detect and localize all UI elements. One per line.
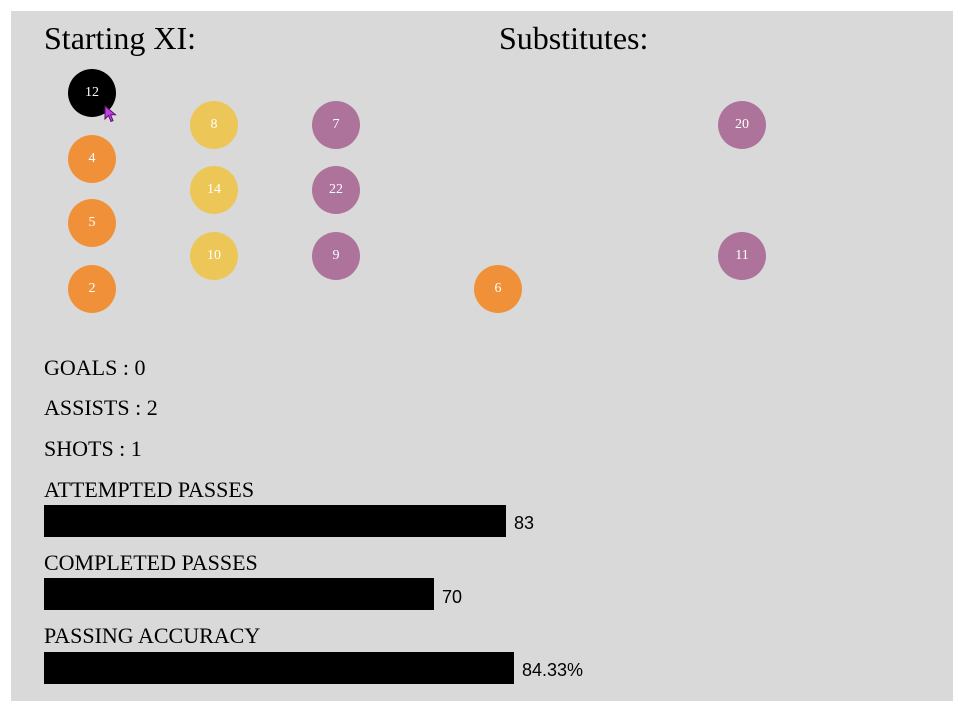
player-token-5[interactable]: 5 bbox=[68, 199, 116, 247]
starting-xi-heading: Starting XI: bbox=[44, 20, 196, 56]
completed-passes-label: COMPLETED PASSES bbox=[44, 550, 258, 575]
attempted-passes-value: 83 bbox=[514, 513, 535, 533]
assists-stat: ASSISTS : 2 bbox=[44, 395, 158, 420]
player-token-4[interactable]: 4 bbox=[68, 135, 116, 183]
passing-accuracy-value: 84.33% bbox=[522, 660, 584, 680]
attempted-passes-label: ATTEMPTED PASSES bbox=[44, 477, 255, 502]
player-token-6[interactable]: 6 bbox=[474, 265, 522, 313]
player-token-9[interactable]: 9 bbox=[312, 232, 360, 280]
passing-accuracy-label: PASSING ACCURACY bbox=[44, 623, 261, 648]
player-token-20[interactable]: 20 bbox=[718, 101, 766, 149]
player-token-7[interactable]: 7 bbox=[312, 101, 360, 149]
player-token-22[interactable]: 22 bbox=[312, 166, 360, 214]
player-token-2[interactable]: 2 bbox=[68, 265, 116, 313]
player-token-11[interactable]: 11 bbox=[718, 232, 766, 280]
completed-passes-bar bbox=[44, 578, 434, 610]
player-token-12[interactable]: 12 bbox=[68, 69, 116, 117]
shots-stat: SHOTS : 1 bbox=[44, 436, 142, 461]
goals-stat: GOALS : 0 bbox=[44, 355, 146, 380]
player-token-8[interactable]: 8 bbox=[190, 101, 238, 149]
substitutes-heading: Substitutes: bbox=[499, 20, 649, 56]
passing-accuracy-bar bbox=[44, 652, 514, 684]
attempted-passes-bar bbox=[44, 505, 506, 537]
player-token-10[interactable]: 10 bbox=[190, 232, 238, 280]
player-stats-panel: Starting XI: Substitutes: 12 4 5 2 8 14 … bbox=[11, 11, 953, 701]
completed-passes-value: 70 bbox=[442, 587, 463, 607]
player-token-14[interactable]: 14 bbox=[190, 166, 238, 214]
